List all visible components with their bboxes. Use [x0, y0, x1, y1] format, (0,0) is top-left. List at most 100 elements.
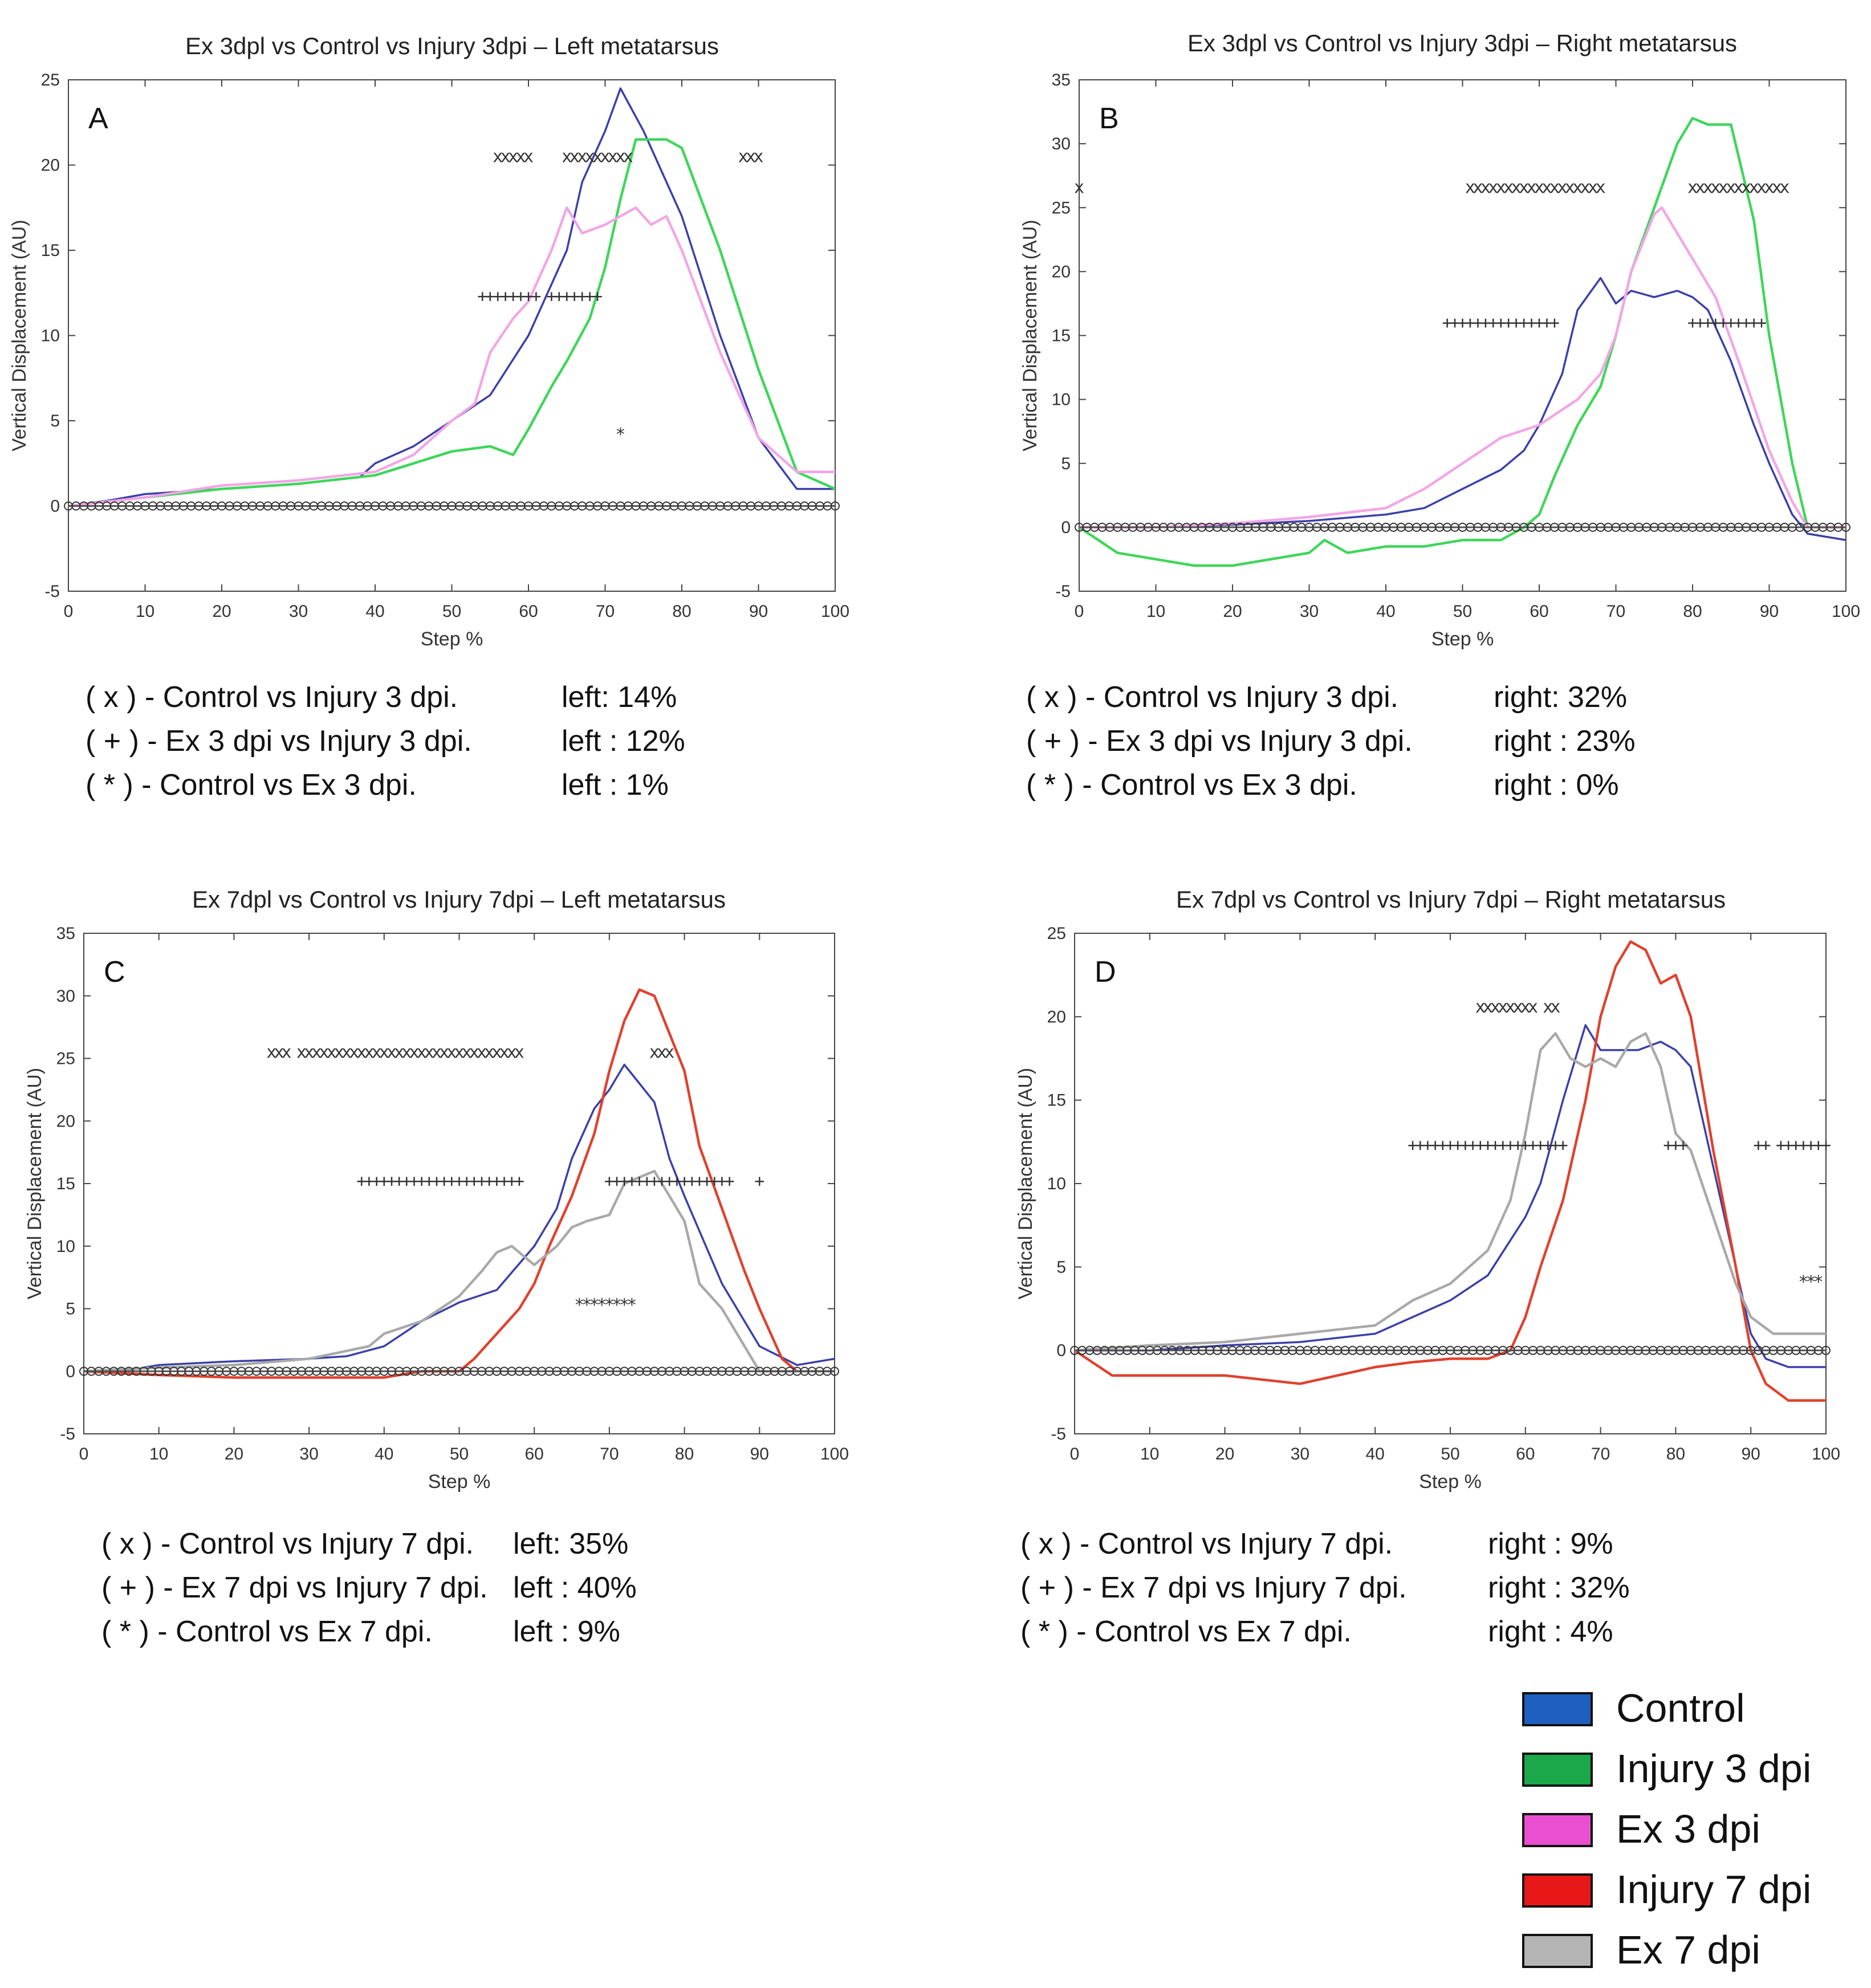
sig-marker: + — [1450, 313, 1460, 333]
sig-marker: + — [1749, 313, 1759, 333]
x-axis-label: Step % — [428, 1471, 491, 1493]
sig-marker: + — [516, 287, 526, 307]
sig-marker: x — [274, 1043, 284, 1063]
sig-marker: + — [1806, 1136, 1816, 1156]
x-tick-label: 0 — [1075, 602, 1084, 621]
zero-marker — [831, 501, 840, 511]
sig-marker: x — [508, 147, 518, 167]
series-group — [1075, 940, 1826, 1402]
plot-frame — [1079, 79, 1846, 592]
sig-marker: x — [1565, 177, 1575, 197]
sig-marker: x — [1572, 177, 1583, 197]
sig-marker: + — [401, 1172, 412, 1192]
sig-marker: + — [546, 287, 556, 307]
sig-marker: + — [649, 1172, 660, 1192]
x-tick-label: 90 — [1760, 602, 1779, 621]
series-group — [84, 988, 835, 1379]
y-tick-label: 25 — [41, 71, 60, 90]
sig-marker: x — [304, 1043, 314, 1063]
x-tick-label: 50 — [442, 602, 461, 621]
sig-marker: x — [1520, 997, 1531, 1017]
sig-marker: * — [1813, 1273, 1824, 1292]
sig-marker: x — [1543, 997, 1553, 1017]
sig-marker: + — [1519, 313, 1529, 333]
sig-marker: x — [1475, 997, 1486, 1017]
sig-marker: + — [1753, 1136, 1763, 1156]
sig-marker: + — [1415, 1136, 1425, 1156]
y-tick-label: 30 — [1052, 135, 1071, 153]
marker-row-plus: +++++++++++++++ ++++++++++ — [1442, 313, 1767, 333]
y-axis-label: Vertical Displacement (AU) — [9, 219, 30, 451]
sig-marker: + — [469, 1172, 479, 1192]
sig-marker: x — [1480, 177, 1491, 197]
x-tick-label: 100 — [821, 602, 849, 621]
stats-comparison: ( * ) - Control vs Ex 3 dpi. — [1026, 769, 1357, 802]
sig-marker: x — [432, 1043, 442, 1063]
sig-marker: * — [1806, 1273, 1816, 1292]
legend-label: Injury 7 dpi — [1616, 1867, 1811, 1912]
x-axis-label: Step % — [1431, 628, 1494, 650]
sig-marker: x — [1534, 177, 1544, 197]
sig-marker: * — [1798, 1273, 1808, 1292]
y-tick-label: 25 — [1047, 924, 1066, 943]
sig-marker: x — [501, 147, 511, 167]
y-tick-label: 5 — [1061, 454, 1071, 473]
sig-marker: + — [1678, 1136, 1689, 1156]
sig-marker: + — [439, 1172, 449, 1192]
x-tick-label: 10 — [1146, 602, 1165, 621]
sig-marker: + — [1776, 1136, 1786, 1156]
sig-marker: x — [600, 147, 610, 167]
sig-marker: + — [1422, 1136, 1433, 1156]
sig-marker: x — [296, 1043, 307, 1063]
sig-marker: + — [1783, 1136, 1793, 1156]
sig-marker: + — [1442, 313, 1453, 333]
y-axis-label: Vertical Displacement (AU) — [1015, 1068, 1036, 1299]
sig-marker: + — [1718, 313, 1728, 333]
x-tick-label: 80 — [1683, 602, 1702, 621]
sig-marker: x — [1511, 177, 1522, 197]
y-tick-label: 20 — [1047, 1007, 1066, 1026]
stats-comparison: ( * ) - Control vs Ex 7 dpi. — [1020, 1615, 1352, 1648]
sig-marker: x — [738, 147, 749, 167]
stats-comparison: ( + ) - Ex 3 dpi vs Injury 3 dpi. — [1026, 725, 1413, 758]
sig-marker: x — [1687, 177, 1698, 197]
sig-marker: x — [746, 147, 756, 167]
chart-title: Ex 3dpl vs Control vs Injury 3dpi – Righ… — [1187, 30, 1737, 56]
x-tick-label: 90 — [750, 1445, 769, 1463]
stats-value: right : 9% — [1488, 1527, 1613, 1560]
sig-marker: x — [1473, 177, 1483, 197]
sig-marker: + — [634, 1172, 645, 1192]
sig-marker: + — [1550, 1136, 1560, 1156]
sig-marker: + — [592, 287, 603, 307]
sig-marker: + — [604, 1172, 615, 1192]
zero-marker — [830, 1367, 839, 1376]
sig-marker: x — [592, 147, 603, 167]
sig-marker: + — [523, 287, 534, 307]
stats-value: right: 32% — [1494, 681, 1627, 714]
sig-marker: x — [477, 1043, 487, 1063]
sig-marker: x — [1718, 177, 1728, 197]
sig-marker: + — [501, 287, 511, 307]
zero-marker — [1841, 522, 1850, 532]
sig-marker: x — [608, 147, 618, 167]
y-tick-label: 15 — [1047, 1091, 1066, 1110]
x-tick-label: 30 — [1291, 1445, 1309, 1463]
sig-marker: x — [1528, 997, 1538, 1017]
sig-marker: + — [577, 287, 587, 307]
y-tick-label: -5 — [60, 1425, 75, 1444]
sig-marker: + — [432, 1172, 442, 1192]
y-tick-label: 0 — [66, 1362, 75, 1381]
sig-marker: + — [1791, 1136, 1801, 1156]
sig-marker: x — [570, 147, 580, 167]
sig-marker: + — [1480, 313, 1491, 333]
y-tick-label: 0 — [50, 497, 60, 516]
y-tick-label: 5 — [66, 1300, 75, 1319]
sig-marker: + — [1511, 313, 1522, 333]
zero-marker — [1821, 1345, 1831, 1355]
sig-marker: x — [439, 1043, 449, 1063]
sig-marker: x — [266, 1043, 276, 1063]
y-tick-label: 20 — [56, 1112, 75, 1131]
sig-marker: x — [1580, 177, 1591, 197]
stats-comparison: ( + ) - Ex 7 dpi vs Injury 7 dpi. — [1020, 1571, 1407, 1604]
